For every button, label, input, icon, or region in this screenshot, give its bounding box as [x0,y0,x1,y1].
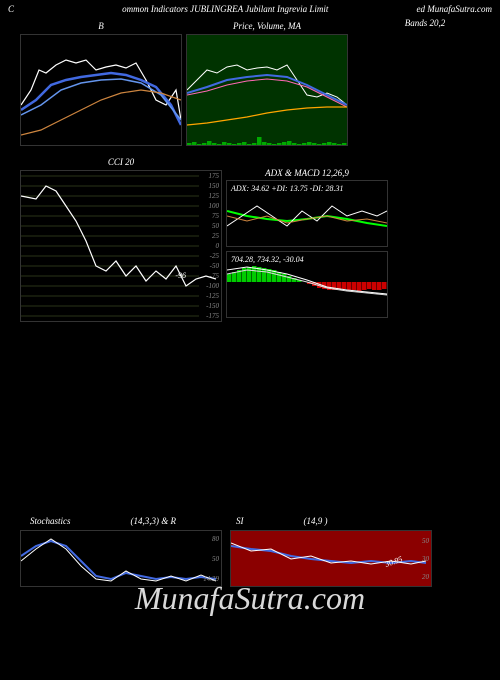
page-header: C ommon Indicators JUBLINGREA Jubilant I… [0,0,500,18]
panel-price: Price, Volume, MA [186,34,348,146]
svg-text:80: 80 [212,535,220,543]
svg-text:175: 175 [209,172,220,180]
svg-text:14.39: 14.39 [203,575,219,583]
stoch-label: Stochastics [30,516,71,526]
svg-text:-96: -96 [175,271,186,280]
panel-rsi: 50302030.95 [230,530,432,587]
svg-text:25: 25 [212,232,220,240]
svg-text:-50: -50 [210,262,220,270]
panel-cci-title: CCI 20 [108,157,134,167]
panel-stoch: 80 50 14.39 [20,530,222,587]
svg-text:-175: -175 [206,312,219,320]
chart-b [21,35,181,145]
panel-b-title: B [98,21,104,31]
panel-cci: CCI 20 1751501251007550250-25-50-75-100-… [20,170,222,322]
svg-text:-100: -100 [206,282,219,290]
svg-text:-125: -125 [206,292,219,300]
panel-price-title: Price, Volume, MA [233,21,301,31]
svg-text:50: 50 [212,555,220,563]
svg-text:125: 125 [209,192,220,200]
svg-text:704.28, 734.32, -30.04: 704.28, 734.32, -30.04 [231,255,304,264]
svg-text:75: 75 [212,212,220,220]
chart-macd: 704.28, 734.32, -30.04 [227,252,387,317]
svg-text:20: 20 [422,573,430,581]
svg-text:30: 30 [421,555,430,563]
svg-text:-25: -25 [210,252,220,260]
row-3-labels: Stochastics (14,3,3) & R SI (14,9 ) [0,514,500,528]
header-right: ed MunafaSutra.com [417,4,493,14]
spacer [0,324,500,514]
chart-stoch: 80 50 14.39 [21,531,221,586]
chart-rsi: 50302030.95 [231,531,431,586]
chart-price [187,35,347,145]
rsi-params: (14,9 ) [304,516,328,526]
stoch-params: (14,3,3) & R [131,516,177,526]
rsi-label: SI [236,516,244,526]
chart-adx: ADX: 34.62 +DI: 13.75 -DI: 28.31 [227,181,387,246]
panel-b: B [20,34,182,146]
svg-text:100: 100 [209,202,220,210]
svg-text:0: 0 [216,242,220,250]
row-3: 805014.39 50302030.95 [0,528,500,594]
adx-macd-col: ADX & MACD 12,26,9 ADX: 34.62 +DI: 13.75… [224,168,390,324]
row-2: CCI 20 1751501251007550250-25-50-75-100-… [0,168,500,324]
bands-title: Bands 20,2 [350,18,500,148]
panel-adx: ADX: 34.62 +DI: 13.75 -DI: 28.31 [226,180,388,247]
panel-macd: 704.28, 734.32, -30.04 [226,251,388,318]
svg-text:ADX: 34.62 +DI: 13.75 -DI: 28: ADX: 34.62 +DI: 13.75 -DI: 28.31 [230,184,344,193]
chart-cci: 1751501251007550250-25-50-75-100-125-150… [21,171,221,321]
header-center: ommon Indicators JUBLINGREA Jubilant Ing… [14,4,416,14]
panel-adx-title: ADX & MACD 12,26,9 [224,168,390,178]
svg-text:-150: -150 [206,302,219,310]
svg-text:150: 150 [209,182,220,190]
row-1: B Price, Volume, MA Bands 20,2 [0,32,500,148]
svg-text:50: 50 [212,222,220,230]
svg-text:50: 50 [422,537,430,545]
